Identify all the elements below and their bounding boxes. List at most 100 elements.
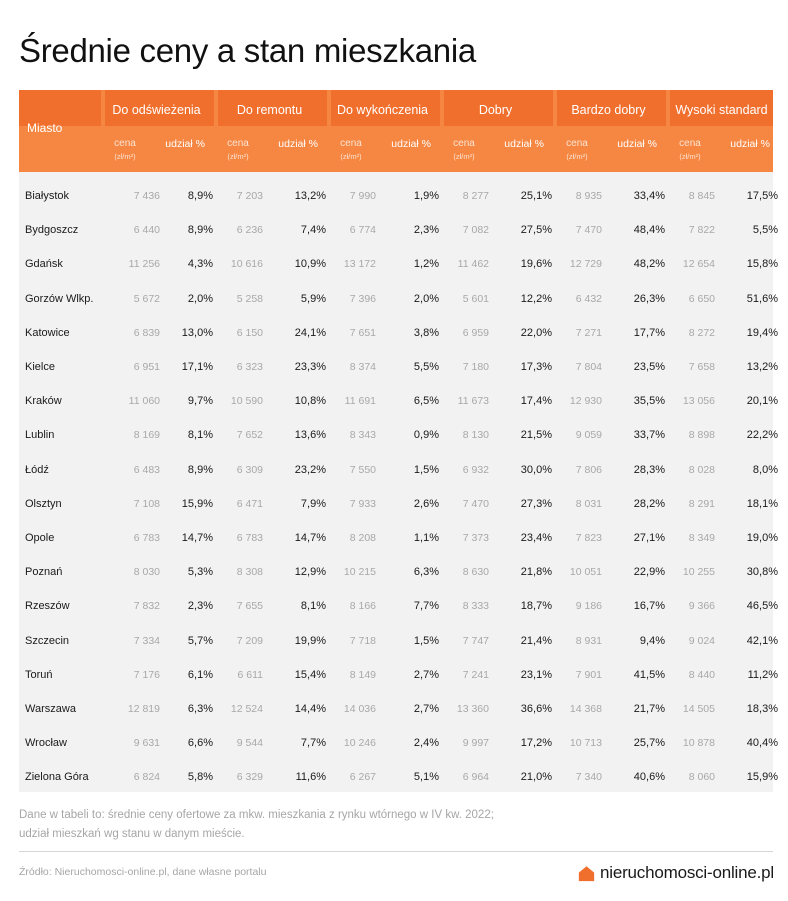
- price-cell: 7 436: [133, 190, 160, 202]
- share-cell: 48,2%: [633, 258, 665, 271]
- price-cell: 7 470: [462, 497, 489, 510]
- price-cell: 8 308: [236, 566, 263, 579]
- price-subheader: cena (zł/m²): [220, 137, 256, 163]
- share-subheader: udział %: [617, 138, 657, 150]
- share-cell: 8,0%: [752, 463, 778, 476]
- table-row: Łódź 6 483 8,9% 6 309 23,2% 7 550 1,5% 6 932 30,…: [19, 453, 778, 487]
- table-row: Warszawa 12 819 6,3% 12 524 14,4% 14 036 2,7% 1…: [19, 692, 778, 726]
- price-cell: 9 544: [236, 737, 263, 750]
- brand-name: nieruchomosci-online.pl: [600, 863, 774, 882]
- price-cell: 8 931: [575, 634, 602, 647]
- price-cell: 13 172: [343, 258, 376, 271]
- table-header: Miasto Do odświeżenia cena (zł/m²) udział %…: [19, 90, 773, 172]
- price-cell: 6 964: [462, 771, 489, 784]
- price-cell: 8 343: [349, 429, 376, 442]
- share-cell: 3,8%: [413, 326, 439, 339]
- price-cell: 6 236: [236, 224, 263, 237]
- header-separator: [666, 90, 670, 126]
- share-cell: 2,7%: [413, 668, 439, 681]
- share-cell: 19,4%: [746, 326, 778, 339]
- price-cell: 7 652: [236, 429, 263, 442]
- share-cell: 9,7%: [187, 395, 213, 408]
- price-cell: 11 691: [344, 395, 376, 408]
- share-cell: 12,9%: [294, 566, 326, 579]
- table-row: Zielona Góra 6 824 5,8% 6 329 11,6% 6 267 5,1%…: [19, 760, 778, 794]
- share-cell: 27,3%: [520, 497, 552, 510]
- share-cell: 8,1%: [300, 600, 326, 613]
- price-cell: 7 933: [349, 497, 376, 510]
- share-cell: 1,5%: [413, 463, 439, 476]
- city-cell: Gdańsk: [25, 258, 63, 271]
- share-cell: 2,4%: [413, 737, 439, 750]
- price-cell: 12 524: [230, 703, 263, 715]
- share-cell: 5,1%: [413, 771, 439, 784]
- price-cell: 14 368: [569, 703, 602, 715]
- price-cell: 7 718: [349, 634, 376, 647]
- price-cell: 9 997: [462, 737, 489, 750]
- share-cell: 15,4%: [294, 668, 326, 681]
- table-row: Olsztyn 7 108 15,9% 6 471 7,9% 7 933 2,6% 7 470…: [19, 487, 778, 521]
- share-cell: 6,6%: [187, 737, 213, 750]
- share-cell: 14,7%: [181, 532, 213, 544]
- city-cell: Bydgoszcz: [25, 224, 79, 237]
- share-cell: 6,1%: [187, 668, 213, 681]
- price-cell: 8 028: [688, 463, 715, 476]
- group-header: Wysoki standard: [675, 103, 768, 117]
- share-cell: 33,7%: [633, 429, 665, 442]
- price-cell: 8 031: [575, 497, 602, 510]
- price-cell: 8 440: [688, 668, 715, 681]
- share-cell: 6,3%: [413, 566, 439, 579]
- share-cell: 5,7%: [187, 634, 213, 647]
- share-cell: 2,0%: [187, 292, 213, 305]
- price-subheader: cena (zł/m²): [446, 137, 482, 163]
- source-text: Źródło: Nieruchomosci-online.pl, dane wł…: [19, 866, 267, 878]
- price-cell: 7 832: [133, 600, 160, 613]
- city-cell: Katowice: [25, 326, 70, 339]
- city-cell: Wrocław: [25, 737, 67, 750]
- price-cell: 7 334: [133, 634, 160, 647]
- share-cell: 17,2%: [520, 737, 552, 750]
- share-cell: 6,3%: [187, 703, 213, 715]
- price-cell: 7 209: [236, 634, 263, 647]
- price-cell: 11 256: [128, 258, 160, 271]
- header-separator: [101, 90, 105, 126]
- share-cell: 40,6%: [633, 771, 665, 784]
- price-subheader: cena (zł/m²): [333, 137, 369, 163]
- share-cell: 19,0%: [746, 532, 778, 544]
- price-cell: 8 130: [462, 429, 489, 442]
- note-line-1: Dane w tabeli to: średnie ceny ofertowe …: [19, 809, 494, 821]
- city-cell: Szczecin: [25, 634, 70, 647]
- header-separator: [214, 90, 218, 126]
- share-cell: 11,2%: [747, 668, 778, 681]
- price-cell: 12 654: [682, 258, 715, 271]
- price-cell: 6 611: [237, 668, 264, 681]
- price-cell: 6 839: [133, 326, 160, 339]
- share-cell: 23,5%: [633, 361, 665, 373]
- price-subheader-label: cena: [340, 138, 362, 149]
- share-cell: 4,3%: [187, 258, 213, 271]
- group-header: Do odświeżenia: [112, 103, 201, 117]
- house-icon: [578, 865, 595, 881]
- share-cell: 7,7%: [413, 600, 439, 613]
- share-cell: 18,1%: [746, 497, 778, 510]
- price-cell: 6 959: [462, 326, 489, 339]
- share-cell: 23,4%: [520, 532, 552, 544]
- share-cell: 2,0%: [413, 292, 439, 305]
- price-cell: 7 901: [575, 668, 602, 681]
- price-cell: 5 601: [462, 292, 489, 305]
- city-cell: Białystok: [25, 190, 70, 202]
- city-cell: Gorzów Wlkp.: [25, 292, 94, 305]
- price-cell: 7 823: [575, 532, 602, 544]
- share-cell: 7,4%: [300, 224, 326, 237]
- city-cell: Zielona Góra: [25, 771, 89, 784]
- share-subheader: udział %: [391, 138, 431, 150]
- table-row: Bydgoszcz 6 440 8,9% 6 236 7,4% 6 774 2,3% 7 08…: [19, 213, 778, 247]
- share-cell: 18,3%: [746, 703, 778, 715]
- price-cell: 6 932: [462, 463, 489, 476]
- price-subheader: cena (zł/m²): [107, 137, 143, 163]
- price-cell: 7 082: [462, 224, 489, 237]
- price-subheader-unit: (zł/m²): [566, 152, 588, 161]
- share-cell: 30,0%: [520, 463, 552, 476]
- group-header: Bardzo dobry: [571, 103, 646, 117]
- share-cell: 42,1%: [746, 634, 778, 647]
